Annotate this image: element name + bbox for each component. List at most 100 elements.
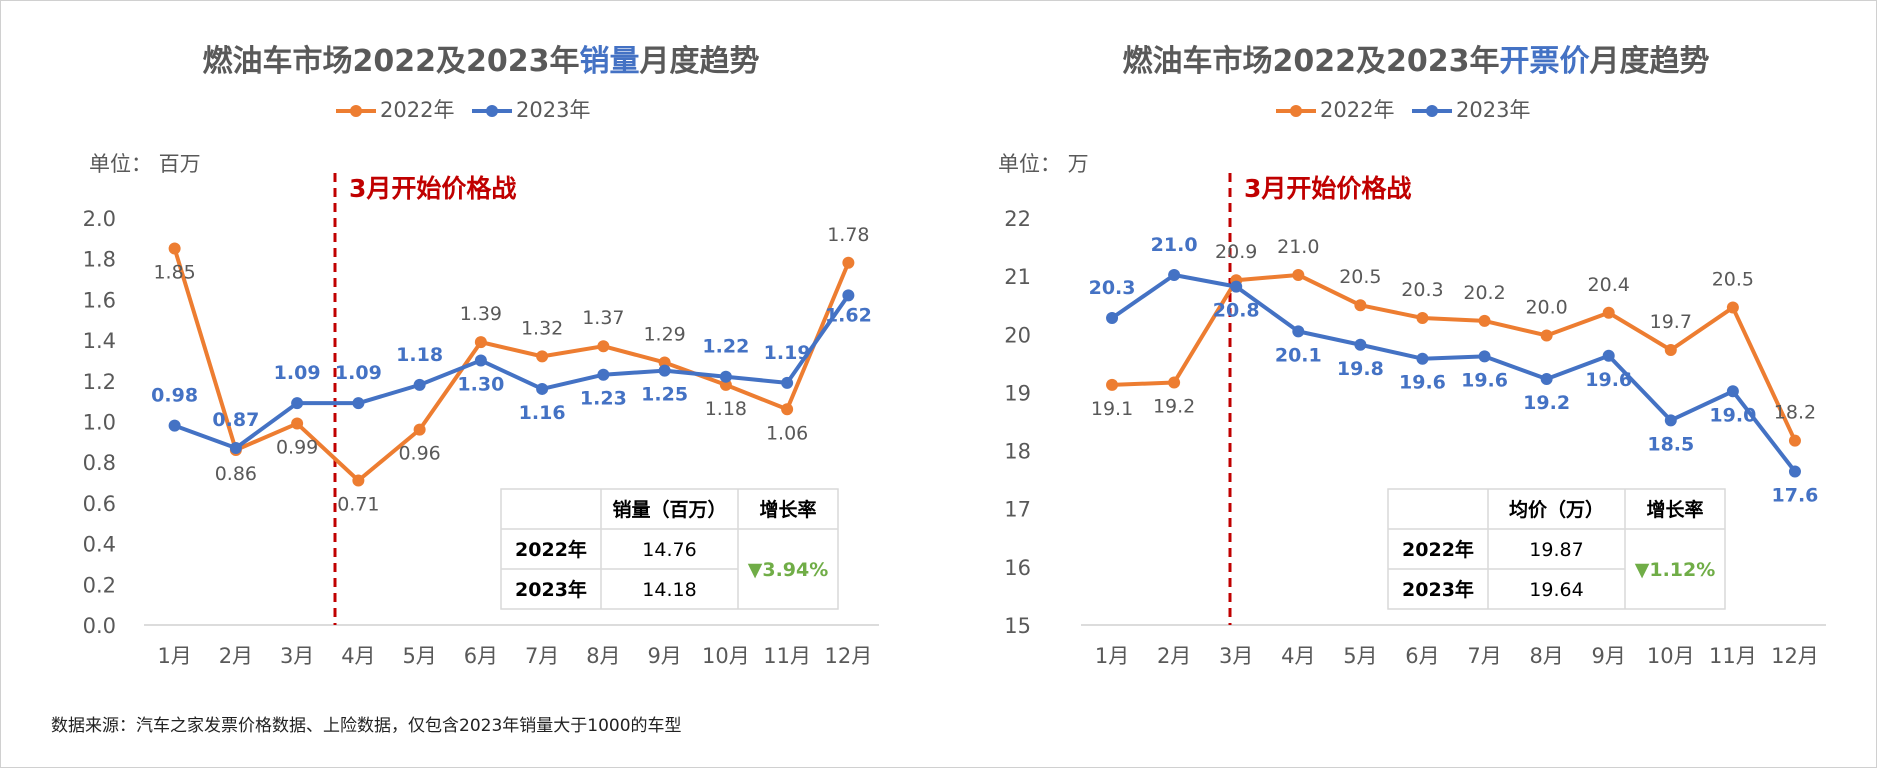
- y-tick-label: 19: [1004, 381, 1031, 405]
- point-2022: [781, 403, 794, 416]
- chart-title-part: 燃油车市场2022及2023年: [203, 44, 580, 79]
- price-war-annotation: 3月开始价格战: [349, 174, 516, 203]
- data-label-2023: 1.30: [457, 373, 504, 395]
- legend-label: 2022年: [380, 98, 454, 122]
- legend-label: 2022年: [1320, 98, 1394, 122]
- point-2023: [229, 441, 242, 454]
- table-header: 均价（万）: [1509, 498, 1604, 521]
- x-tick-label: 1月: [157, 644, 191, 668]
- data-label-2023: 19.6: [1399, 372, 1446, 394]
- point-2022: [1416, 312, 1429, 325]
- price-war-annotation: 3月开始价格战: [1244, 174, 1411, 203]
- point-2022: [1602, 306, 1615, 319]
- data-label-2022: 21.0: [1277, 236, 1319, 258]
- data-label-2023: 19.0: [1709, 404, 1756, 426]
- point-2023: [1230, 280, 1243, 293]
- y-tick-label: 0.0: [83, 614, 116, 638]
- data-label-2023: 20.8: [1213, 300, 1260, 322]
- x-tick-label: 4月: [341, 644, 375, 668]
- data-label-2023: 21.0: [1151, 234, 1198, 256]
- table-cell-value: 19.64: [1529, 579, 1583, 601]
- data-label-2023: 0.87: [212, 409, 259, 431]
- x-tick-label: 7月: [1467, 644, 1501, 668]
- data-label-2023: 19.2: [1523, 392, 1570, 414]
- data-label-2022: 0.71: [337, 494, 379, 516]
- y-tick-label: 21: [1004, 265, 1031, 289]
- summary-table: 均价（万） 增长率 2022年 19.87 2023年 19.64 ▼1.12%: [1387, 488, 1726, 610]
- x-tick-label: 12月: [825, 644, 873, 668]
- point-2022: [413, 423, 426, 436]
- y-tick-label: 15: [1004, 614, 1031, 638]
- point-2023: [1478, 350, 1491, 363]
- x-tick-label: 5月: [1343, 644, 1377, 668]
- chart-title: 燃油车市场2022及2023年开票价月度趋势: [1123, 44, 1710, 79]
- unit-label: 单位： 百万: [89, 152, 201, 176]
- x-tick-label: 11月: [1709, 644, 1757, 668]
- point-2023: [474, 354, 487, 367]
- table-frame: [500, 488, 839, 610]
- data-label-2022: 1.32: [521, 317, 563, 339]
- point-2023: [597, 368, 610, 381]
- point-2022: [536, 350, 549, 363]
- data-label-2022: 18.2: [1774, 402, 1816, 424]
- x-tick-label: 4月: [1281, 644, 1315, 668]
- point-2023: [1664, 414, 1677, 427]
- x-tick-label: 6月: [1405, 644, 1439, 668]
- point-2023: [1602, 349, 1615, 362]
- table-cell-value: 14.18: [642, 579, 696, 601]
- chart-title-part: 月度趋势: [1590, 44, 1710, 79]
- data-label-2022: 0.99: [276, 437, 318, 459]
- data-label-2023: 17.6: [1772, 485, 1819, 507]
- legend-label: 2023年: [516, 98, 590, 122]
- data-label-2022: 1.85: [153, 262, 195, 284]
- y-tick-label: 2.0: [83, 207, 116, 231]
- data-label-2023: 1.22: [702, 336, 749, 358]
- data-label-2022: 20.0: [1525, 296, 1567, 318]
- y-tick-label: 0.8: [83, 451, 116, 475]
- table-frame: [1387, 488, 1726, 610]
- data-label-2022: 19.2: [1153, 396, 1195, 418]
- point-2023: [352, 397, 365, 410]
- x-tick-label: 9月: [1592, 644, 1626, 668]
- table-cell-value: 14.76: [642, 539, 696, 561]
- x-tick-label: 1月: [1095, 644, 1129, 668]
- data-label-2022: 20.4: [1588, 274, 1630, 296]
- x-tick-label: 10月: [702, 644, 750, 668]
- x-tick-label: 8月: [1529, 644, 1563, 668]
- chart-legend: 2022年 2023年: [1276, 98, 1530, 122]
- source-note: 数据来源：汽车之家发票价格数据、上险数据，仅包含2023年销量大于1000的车型: [51, 716, 682, 736]
- point-2023: [291, 397, 304, 410]
- point-2022: [597, 340, 610, 353]
- x-tick-label: 8月: [586, 644, 620, 668]
- point-2022: [168, 242, 181, 255]
- table-cell-value: 19.87: [1529, 539, 1583, 561]
- y-tick-label: 0.6: [83, 492, 116, 516]
- data-label-2022: 1.37: [582, 307, 624, 329]
- data-label-2022: 1.29: [643, 323, 685, 345]
- point-2023: [1726, 385, 1739, 398]
- legend-marker: [1426, 105, 1438, 117]
- data-label-2023: 19.6: [1585, 369, 1632, 391]
- legend-marker: [1290, 105, 1302, 117]
- point-2023: [413, 378, 426, 391]
- point-2022: [1478, 314, 1491, 327]
- x-tick-label: 2月: [1157, 644, 1191, 668]
- series-line-2023: [1110, 272, 1797, 473]
- point-2023: [1788, 465, 1801, 478]
- data-label-2022: 1.39: [460, 303, 502, 325]
- x-tick-label: 9月: [647, 644, 681, 668]
- point-2023: [168, 419, 181, 432]
- y-tick-label: 22: [1004, 207, 1031, 231]
- data-label-2023: 1.19: [764, 342, 811, 364]
- data-label-2022: 0.86: [215, 463, 257, 485]
- point-2022: [1726, 301, 1739, 314]
- data-label-2023: 0.98: [151, 385, 198, 407]
- y-tick-label: 0.2: [83, 573, 116, 597]
- y-tick-label: 1.2: [83, 370, 116, 394]
- growth-rate: ▼1.12%: [1635, 559, 1716, 581]
- summary-table: 销量（百万） 增长率 2022年 14.76 2023年 14.18 ▼3.94%: [500, 488, 839, 610]
- data-label-2023: 1.09: [335, 362, 382, 384]
- data-label-2023: 1.16: [519, 402, 566, 424]
- table-header: 销量（百万）: [612, 498, 726, 521]
